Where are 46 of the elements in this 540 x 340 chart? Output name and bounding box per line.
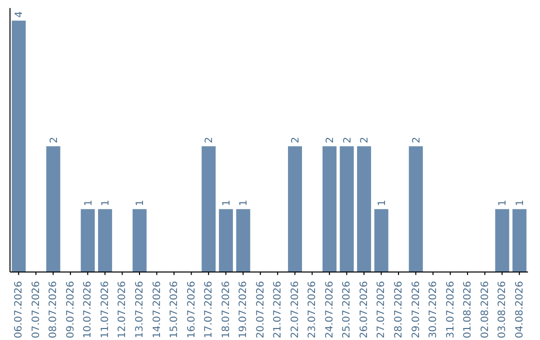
- data-label: 1: [498, 200, 509, 206]
- x-tick-label: 27.07.2026: [376, 281, 388, 338]
- x-tick-label: 30.07.2026: [428, 281, 440, 338]
- x-tick-label: 14.07.2026: [152, 281, 163, 338]
- x-tick-label: 01.08.2026: [462, 281, 474, 338]
- x-tick-label: 29.07.2026: [410, 281, 422, 338]
- x-tick-label: 11.07.2026: [100, 281, 111, 338]
- x-tick-label: 19.07.2026: [238, 281, 250, 338]
- data-label: 2: [204, 136, 216, 144]
- data-label: 1: [221, 200, 232, 206]
- data-label: 2: [290, 136, 302, 144]
- x-tick-label: 04.08.2026: [514, 281, 526, 338]
- x-tick-label: 03.08.2026: [497, 281, 508, 338]
- x-tick-label: 16.07.2026: [186, 281, 198, 338]
- data-label: 2: [325, 136, 336, 144]
- data-label: 1: [376, 200, 388, 206]
- x-tick-label: 08.07.2026: [48, 281, 60, 338]
- x-tick-label: 10.07.2026: [82, 281, 94, 338]
- x-tick-label: 21.07.2026: [272, 281, 284, 338]
- x-tick-label: 02.08.2026: [480, 281, 491, 338]
- x-tick-label: 20.07.2026: [255, 281, 266, 338]
- x-tick-label: 06.07.2026: [14, 281, 25, 338]
- data-label: 1: [238, 200, 250, 206]
- x-tick-label: 09.07.2026: [65, 281, 76, 338]
- data-label: 1: [83, 200, 94, 206]
- data-label: 1: [100, 200, 112, 206]
- data-label: 2: [48, 136, 60, 144]
- x-tick-label: 13.07.2026: [134, 281, 146, 338]
- x-tick-label: 26.07.2026: [358, 281, 370, 338]
- x-tick-label: 25.07.2026: [342, 281, 353, 338]
- data-label: 2: [411, 136, 422, 144]
- x-tick-label: 24.07.2026: [324, 281, 336, 338]
- data-label: 4: [14, 11, 26, 18]
- x-tick-label: 23.07.2026: [307, 281, 318, 338]
- x-tick-label: 15.07.2026: [169, 281, 180, 338]
- data-label: 2: [360, 136, 371, 144]
- x-tick-label: 12.07.2026: [117, 281, 128, 338]
- x-tick-label: 07.07.2026: [30, 281, 42, 338]
- x-tick-label: 22.07.2026: [290, 281, 301, 338]
- x-tick-label: 18.07.2026: [220, 281, 232, 338]
- x-tick-label: 17.07.2026: [204, 281, 215, 338]
- data-label: 1: [135, 200, 146, 206]
- data-label: 1: [514, 200, 526, 206]
- data-label: 2: [342, 136, 354, 144]
- x-tick-label: 31.07.2026: [445, 281, 456, 338]
- x-tick-label: 28.07.2026: [394, 281, 404, 338]
